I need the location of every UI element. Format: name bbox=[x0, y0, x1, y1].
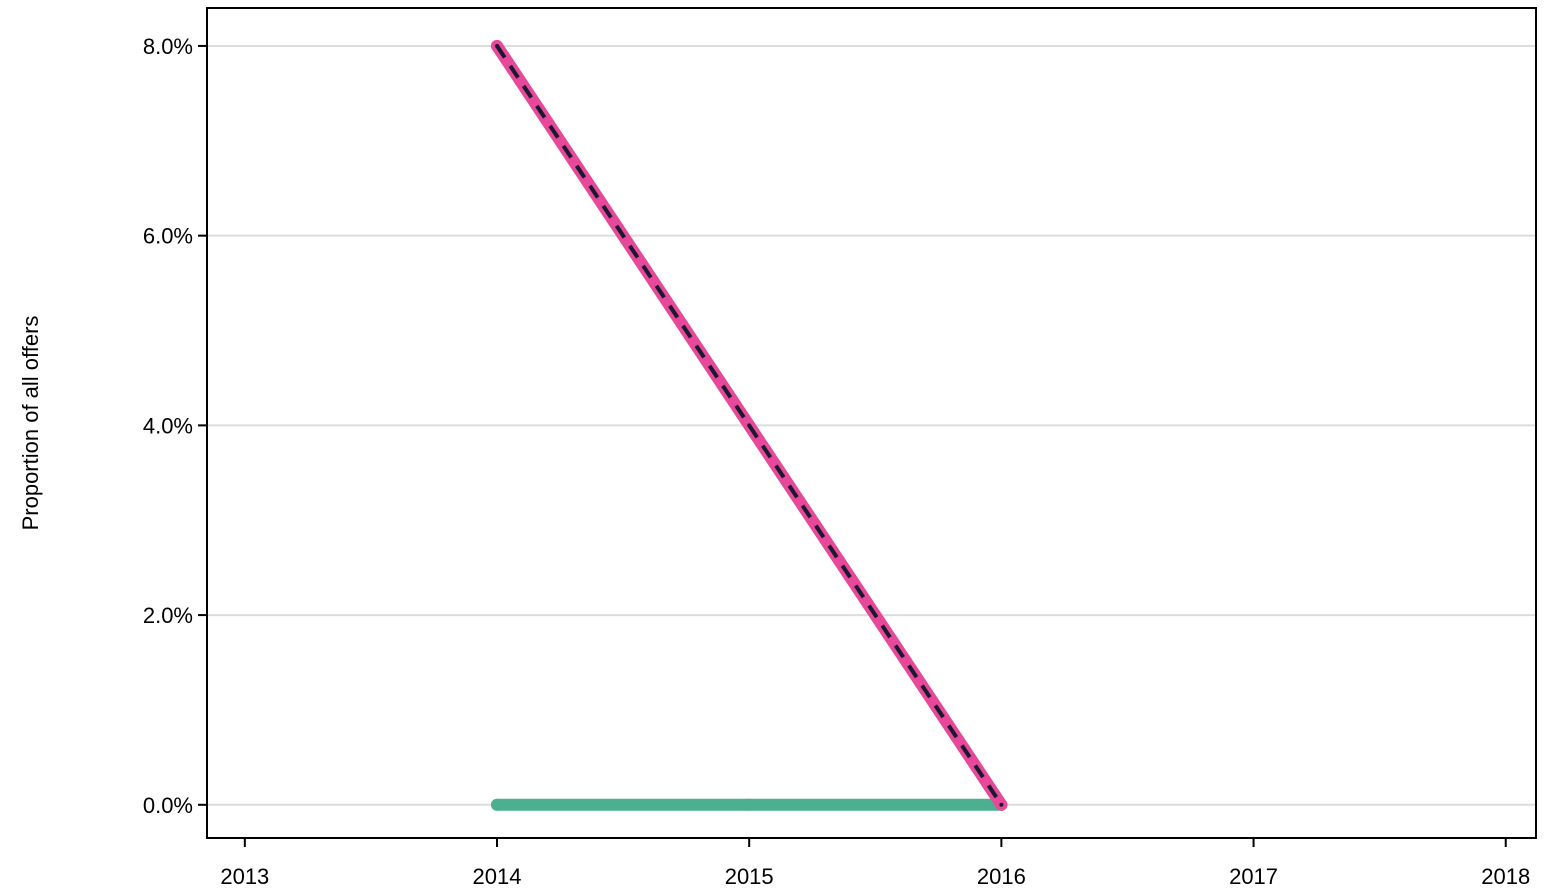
y-tick-label: 2.0% bbox=[143, 603, 193, 628]
x-tick-label: 2013 bbox=[220, 864, 269, 889]
x-tick-label: 2016 bbox=[977, 864, 1026, 889]
series-1-point bbox=[491, 798, 504, 811]
series-3-point bbox=[495, 43, 500, 48]
x-tick-label: 2015 bbox=[725, 864, 774, 889]
y-tick-label: 6.0% bbox=[143, 224, 193, 249]
y-tick-label: 4.0% bbox=[143, 413, 193, 438]
gridlines bbox=[207, 44, 1536, 806]
series-3-point bbox=[999, 802, 1004, 807]
series-lines bbox=[491, 39, 1008, 811]
x-tick-label: 2014 bbox=[473, 864, 522, 889]
x-tick-label: 2017 bbox=[1229, 864, 1278, 889]
y-axis-title: Proportion of all offers bbox=[18, 316, 43, 531]
series-3-point bbox=[747, 423, 752, 428]
series-line-3 bbox=[495, 44, 1004, 806]
y-tick-label: 8.0% bbox=[143, 34, 193, 59]
y-axis: 0.0% 2.0% 4.0% 6.0% 8.0% bbox=[143, 34, 207, 818]
x-tick-label: 2018 bbox=[1481, 864, 1530, 889]
y-tick-label: 0.0% bbox=[143, 793, 193, 818]
plot-frame bbox=[206, 7, 1537, 839]
x-axis: 2013 2014 2015 2016 2017 2018 bbox=[220, 838, 1530, 889]
series-1-point bbox=[743, 798, 756, 811]
